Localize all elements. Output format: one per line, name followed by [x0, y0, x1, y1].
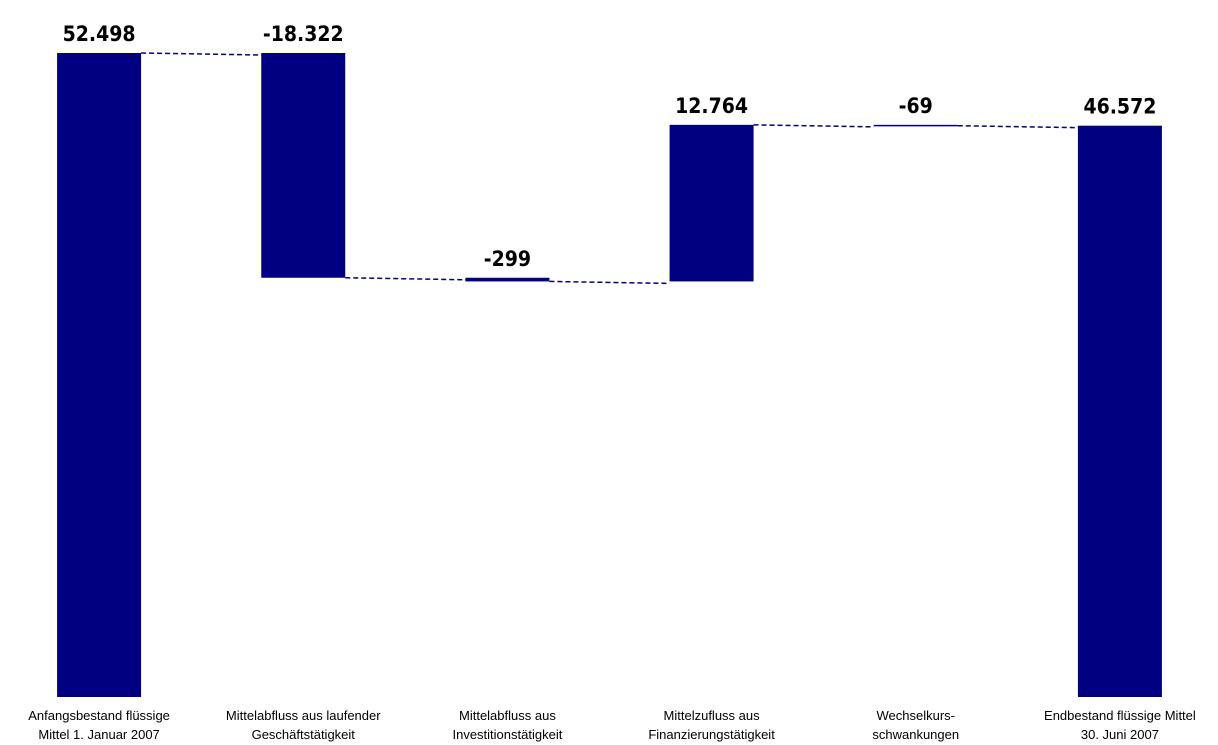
bar — [465, 277, 550, 282]
connector — [141, 52, 262, 56]
value-label: 12.764 — [675, 94, 748, 118]
connector — [549, 280, 670, 285]
value-label: -299 — [484, 247, 531, 271]
x-tick-label: Mittelabfluss aus laufender Geschäftstäti… — [226, 708, 381, 742]
x-tick-label: Anfangsbestand flüssige Mittel 1. Januar … — [28, 708, 170, 742]
connector — [957, 124, 1078, 129]
connector — [753, 124, 874, 128]
value-label: -69 — [899, 94, 933, 118]
bar — [57, 53, 142, 697]
bar — [873, 124, 958, 127]
value-label: 52.498 — [63, 22, 136, 46]
connector — [345, 277, 466, 281]
value-label: -18.322 — [263, 22, 344, 46]
bar — [1077, 125, 1162, 697]
x-tick-label: Mittelzufluss aus Finanzierungstätigkeit — [648, 708, 775, 742]
x-tick-label: Endbestand flüssige Mittel 30. Juni 2007 — [1044, 708, 1196, 742]
value-label: 46.572 — [1083, 95, 1156, 119]
x-tick-label: Wechselkurs-schwankungen — [872, 708, 959, 742]
bar — [669, 124, 754, 282]
x-tick-label: Mittelabfluss aus Investitionstätigkeit — [452, 708, 562, 742]
bar — [261, 53, 346, 278]
